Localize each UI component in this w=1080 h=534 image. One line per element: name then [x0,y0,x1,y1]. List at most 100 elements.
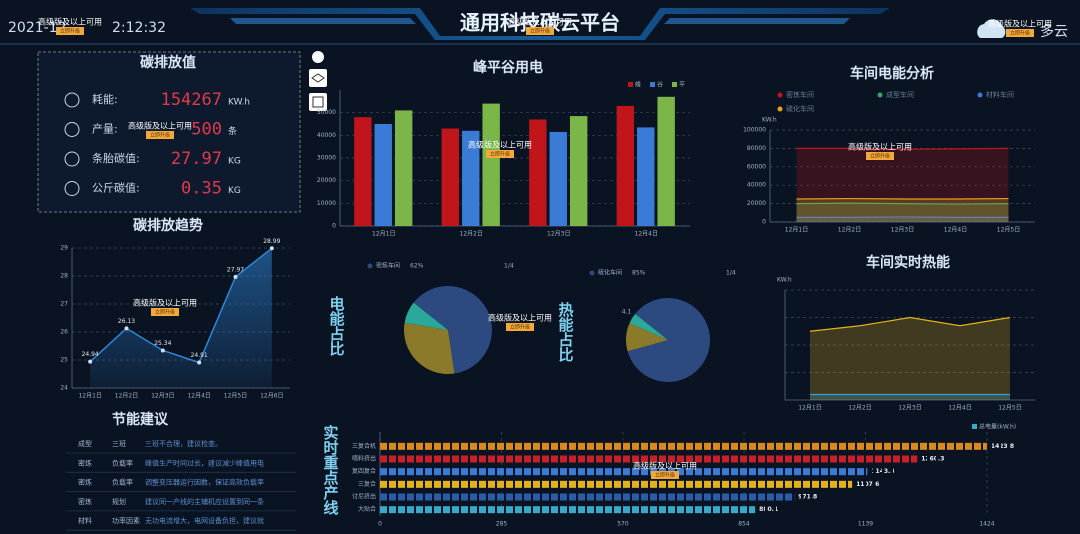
table-cell: 密炼 [78,497,92,506]
legend-label: 总电量(kW.h) [979,423,1016,431]
bar [549,131,567,226]
y-tick-label: 29 [60,245,68,252]
table-cell: 功率因素 [112,516,140,525]
metric-icon [64,181,80,196]
pie-slice [627,298,711,382]
table-cell: 密炼 [78,458,92,467]
slice-label: 4.1 [622,309,632,316]
table-cell: 负载率 [112,478,133,487]
y-tick-label: 80000 [747,145,766,152]
upgrade-button[interactable] [56,27,84,35]
y-tick-label: 24 [60,385,68,392]
bar [462,130,480,226]
upgrade-button[interactable] [151,308,179,316]
upgrade-button-text[interactable]: 立即升级 [530,28,550,35]
upgrade-button[interactable] [486,150,514,158]
upgrade-button[interactable] [526,27,554,35]
metric-label: 条胎碳值: [92,151,140,165]
line [796,202,1009,205]
upgrade-button-text[interactable]: 立即升级 [150,132,170,139]
y-tick-label: 大贴合 [358,505,376,513]
upgrade-button[interactable] [146,131,174,139]
legend-label: 硫化车间 [598,269,622,277]
point [197,360,202,365]
y-tick-label: 10000 [317,200,336,207]
panel-title: 碳排放趋势 [133,217,203,234]
y-tick-label: 三复合 [358,480,376,488]
x-tick-label: 12月6日 [260,393,283,400]
data-label: 1423.8 [991,443,1014,450]
data-label: 1107.6 [856,481,879,488]
table-cell: 三班不合理，建议检查。 [145,439,222,448]
upgrade-button-text[interactable]: 立即升级 [490,151,510,158]
bar [354,117,372,226]
bar [380,493,795,501]
watermark-text: 高级版及以上可用 [133,298,197,308]
x-tick-label: 12月5日 [997,227,1020,234]
x-tick-label: 12月1日 [372,231,395,238]
x-tick-label: 570 [617,521,629,528]
line-area [90,248,272,388]
point [88,359,93,364]
legend-pager: 1/4 [504,263,514,270]
table-cell: 成型 [78,439,92,448]
legend-label: 硫化车间 [786,104,814,113]
data-label: 24.94 [82,351,99,358]
line [809,316,1011,332]
table-cell: 材料 [78,516,92,525]
metric-label: 产量: [92,122,118,136]
legend-swatch [672,82,677,87]
table-cell: 三班 [112,439,126,448]
metric-label: 耗能: [92,92,118,106]
legend-label: 谷 [657,81,663,89]
upgrade-button[interactable] [866,152,894,160]
y-tick-label: 25 [60,357,68,364]
metric-value: 154267 [161,90,222,110]
header-decoration [0,8,1080,45]
upgrade-button-text[interactable]: 立即升级 [60,28,80,35]
time: 2:12:32 [112,20,166,36]
y-tick-label: 复四复合 [352,467,376,475]
y-tick-label: 喂料挤出 [352,455,376,463]
panel-title: 热能占比 [557,301,575,363]
panel-title: 碳排放值 [140,54,196,71]
data-label: 24.91 [191,352,208,359]
legend-swatch [628,82,633,87]
upgrade-button-text[interactable]: 立即升级 [510,324,530,331]
bar [441,128,460,226]
watermark-text: 高级版及以上可用 [848,142,912,152]
bar [637,127,655,226]
bar [657,96,675,226]
y-tick-label: 讨尼挤出 [352,493,376,501]
upgrade-button-text[interactable]: 立即升级 [1010,30,1030,37]
legend-label: 平 [679,82,685,89]
area [796,198,1009,222]
upgrade-button-text[interactable]: 立即升级 [870,153,890,160]
data-label: 880.1 [759,506,778,513]
watermark-text: 高级版及以上可用 [468,140,532,150]
y-tick-label: 50000 [317,109,336,116]
legend-label: 成型车间 [886,90,914,99]
data-label: 26.13 [118,318,135,325]
table-cell: 规划 [112,497,126,506]
y-tick-label: 0 [332,223,336,230]
x-tick-label: 1424 [979,521,994,528]
y-tick-label: 三复合机 [352,442,376,450]
upgrade-button[interactable] [506,323,534,331]
upgrade-button[interactable] [1006,29,1034,37]
upgrade-button-text[interactable]: 立即升级 [655,472,675,479]
upgrade-button[interactable] [651,471,679,479]
y-axis-label: KW.h [777,277,792,284]
pie-slice [626,323,668,352]
area [810,394,1010,400]
metric-icon [64,92,80,108]
upgrade-button-text[interactable]: 立即升级 [155,309,175,316]
bar [569,116,588,226]
legend-label: 峰 [635,81,641,89]
legend-swatch [972,424,977,429]
metric-unit: KG [228,157,241,167]
watermark-text: 高级版及以上可用 [38,17,102,27]
data-label: 25.34 [154,340,171,347]
y-tick-label: 100000 [743,127,766,134]
